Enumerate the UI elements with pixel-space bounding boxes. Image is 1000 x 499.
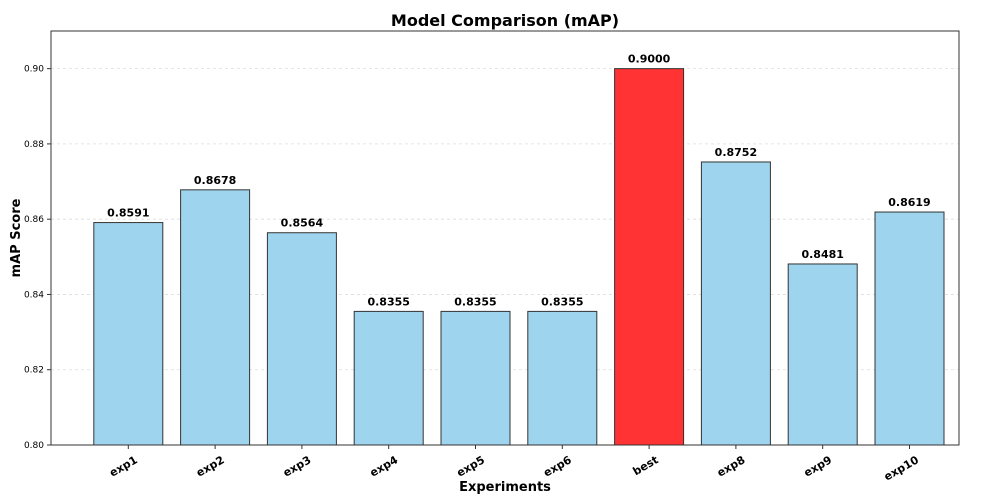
x-tick-label-exp6: exp6 — [541, 453, 574, 479]
x-tick-label-exp10: exp10 — [882, 453, 921, 483]
bar-exp10 — [874, 211, 945, 446]
y-axis-ticks: 0.80 0.82 0.84 0.86 0.88 0.90 — [24, 65, 51, 451]
data-label-exp9: 0.8481 — [801, 248, 843, 261]
x-tick-label-exp3: exp3 — [281, 453, 314, 479]
data-label-exp4: 0.8355 — [367, 295, 409, 308]
bar-layer — [93, 68, 945, 446]
data-label-best: 0.9000 — [628, 53, 671, 66]
bar-exp6 — [527, 310, 598, 446]
data-label-exp1: 0.8591 — [107, 207, 149, 220]
y-tick-label: 0.82 — [24, 366, 44, 376]
data-label-exp3: 0.8564 — [281, 217, 324, 230]
bar-exp5 — [440, 310, 511, 446]
x-tick-label-exp5: exp5 — [454, 453, 487, 479]
data-label-exp6: 0.8355 — [541, 295, 583, 308]
y-tick-label: 0.86 — [24, 215, 44, 225]
x-tick-label-exp8: exp8 — [715, 453, 748, 479]
bar-best — [614, 68, 685, 446]
chart-title: Model Comparison (mAP) — [391, 11, 619, 30]
y-tick-label: 0.88 — [24, 140, 44, 150]
data-label-exp2: 0.8678 — [194, 174, 236, 187]
data-labels: 0.8591 0.8678 0.8564 0.8355 0.8355 0.8355 0.90… — [107, 53, 931, 309]
x-tick-label-exp2: exp2 — [194, 453, 227, 479]
data-label-exp10: 0.8619 — [888, 196, 930, 209]
x-tick-label-exp9: exp9 — [802, 453, 835, 479]
data-label-exp8: 0.8752 — [715, 146, 757, 159]
x-tick-label-exp1: exp1 — [107, 453, 140, 479]
bar-exp8 — [700, 161, 771, 446]
bar-exp1 — [93, 222, 164, 446]
y-axis-label: mAP Score — [9, 198, 24, 277]
y-tick-label: 0.90 — [24, 65, 44, 75]
plot-frame — [50, 30, 960, 446]
bar-exp9 — [787, 263, 858, 446]
bar-exp3 — [266, 232, 337, 446]
y-tick-label: 0.80 — [24, 441, 44, 451]
data-label-exp5: 0.8355 — [454, 295, 496, 308]
x-axis-ticks: exp1 exp2 exp3 exp4 exp5 exp6 best exp8 exp9 exp1… — [107, 445, 921, 483]
bar-exp4 — [353, 310, 424, 446]
x-tick-label-best: best — [631, 453, 661, 478]
x-axis-label: Experiments — [459, 480, 551, 495]
y-tick-label: 0.84 — [24, 290, 44, 300]
bar-exp2 — [180, 189, 251, 446]
x-tick-label-exp4: exp4 — [368, 453, 401, 479]
